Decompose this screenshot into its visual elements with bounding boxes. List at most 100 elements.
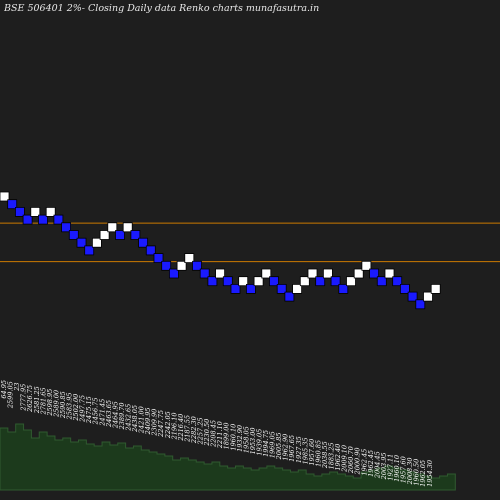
renko-brick-down bbox=[84, 245, 95, 256]
renko-brick-up bbox=[346, 276, 356, 287]
renko-brick-down bbox=[38, 214, 48, 225]
renko-brick-down bbox=[153, 253, 164, 264]
price-label: 2456.75 bbox=[92, 398, 100, 426]
renko-brick-up bbox=[0, 191, 10, 202]
renko-brick-up bbox=[92, 237, 102, 248]
price-label: 2003.95 bbox=[380, 453, 388, 481]
price-label: 2471.45 bbox=[98, 399, 106, 427]
renko-brick-up bbox=[299, 276, 310, 287]
price-label: 23 bbox=[13, 383, 21, 392]
renko-brick-up bbox=[353, 268, 364, 279]
price-label: 2626.75 bbox=[26, 385, 34, 413]
price-label: 1939.05 bbox=[255, 429, 263, 456]
renko-brick-down bbox=[130, 230, 141, 240]
renko-brick-down bbox=[245, 283, 256, 294]
renko-brick-down bbox=[22, 214, 33, 225]
renko-brick-up bbox=[292, 283, 303, 294]
renko-brick-down bbox=[399, 283, 410, 294]
price-label: 1899.00 bbox=[223, 423, 231, 450]
price-label: 2598.95 bbox=[46, 389, 54, 417]
renko-brick-down bbox=[276, 283, 287, 294]
renko-brick-up bbox=[30, 206, 41, 217]
price-label: 1960.10 bbox=[393, 455, 401, 482]
price-label: 2583.95 bbox=[66, 393, 74, 421]
renko-brick-up bbox=[322, 268, 333, 279]
renko-brick-down bbox=[315, 276, 326, 287]
renko-brick-down bbox=[338, 283, 349, 294]
price-label: 1967.65 bbox=[288, 435, 296, 462]
price-label: 1953.00 bbox=[249, 428, 257, 455]
price-label: 2196.10 bbox=[170, 413, 178, 441]
renko-brick-up bbox=[361, 260, 372, 271]
renko-brick-up bbox=[176, 260, 187, 271]
price-label: 2497.75 bbox=[79, 395, 87, 423]
renko-brick-down bbox=[369, 268, 380, 279]
price-label: 2282.30 bbox=[190, 416, 198, 444]
price-label: 2502.00 bbox=[72, 394, 80, 422]
price-label: 2004.45 bbox=[373, 451, 381, 479]
price-label: 1927.11 bbox=[386, 454, 394, 481]
renko-brick-down bbox=[199, 268, 210, 279]
renko-brick-down bbox=[407, 291, 418, 302]
price-label: 1985.35 bbox=[301, 438, 309, 465]
price-label: 2242.05 bbox=[164, 411, 172, 439]
renko-brick-down bbox=[376, 276, 387, 287]
renko-brick-down bbox=[145, 245, 156, 256]
price-label: 2475.15 bbox=[85, 396, 93, 424]
renko-brick-down bbox=[269, 276, 279, 287]
renko-brick-down bbox=[161, 260, 172, 271]
price-label: 2389.70 bbox=[118, 403, 126, 431]
price-label: 2187.55 bbox=[183, 415, 191, 443]
price-label: 1957.60 bbox=[308, 439, 316, 466]
price-label: 2309.90 bbox=[151, 409, 159, 437]
price-label: 2060.70 bbox=[347, 446, 355, 474]
renko-brick-up bbox=[430, 283, 441, 294]
renko-brick-up bbox=[307, 268, 318, 279]
price-label: 2581.25 bbox=[33, 386, 41, 414]
renko-brick-down bbox=[222, 276, 233, 287]
price-label: 2432.65 bbox=[124, 404, 132, 432]
price-label: 1962.05 bbox=[419, 460, 427, 487]
price-label: 1962.40 bbox=[334, 444, 342, 471]
price-label: 2008.30 bbox=[406, 458, 414, 486]
price-label: 2216.40 bbox=[177, 414, 185, 442]
renko-brick-down bbox=[415, 299, 426, 310]
renko-brick-down bbox=[192, 260, 202, 271]
renko-brick-up bbox=[253, 276, 264, 287]
price-label: 2409.95 bbox=[144, 408, 152, 436]
price-label: 2438.05 bbox=[131, 405, 139, 433]
renko-brick-up bbox=[261, 268, 272, 279]
renko-brick-down bbox=[14, 206, 25, 217]
price-label: 2211.10 bbox=[216, 421, 224, 449]
price-label: 2777.95 bbox=[20, 384, 28, 412]
renko-brick-down bbox=[284, 291, 295, 302]
price-label: 1927.35 bbox=[295, 436, 303, 463]
price-label: 2599.05 bbox=[7, 381, 15, 409]
renko-brick-down bbox=[7, 199, 18, 210]
price-label: 2000.90 bbox=[354, 448, 362, 476]
price-label: 2464.95 bbox=[111, 401, 119, 429]
renko-brick-down bbox=[61, 222, 71, 233]
renko-brick-up bbox=[215, 268, 226, 279]
price-label: 1932.90 bbox=[236, 425, 244, 452]
price-label: 1954.30 bbox=[426, 460, 434, 487]
price-label: 1969.05 bbox=[269, 431, 277, 458]
renko-brick-down bbox=[76, 237, 87, 248]
price-label: 1994.75 bbox=[262, 430, 270, 457]
price-label: 1960.10 bbox=[229, 424, 237, 451]
renko-brick-down bbox=[330, 276, 341, 287]
price-label: 1957.60 bbox=[400, 456, 408, 483]
renko-brick-down bbox=[53, 214, 64, 225]
price-label: 64.95 bbox=[0, 380, 8, 399]
price-label: 1962.45 bbox=[367, 450, 375, 477]
renko-brick-up bbox=[107, 222, 118, 233]
price-label: 2038.55 bbox=[321, 441, 329, 469]
renko-brick-down bbox=[68, 230, 79, 240]
price-label: 2247.75 bbox=[157, 410, 165, 438]
price-label: 2009.10 bbox=[341, 445, 349, 473]
price-label: 1958.05 bbox=[242, 426, 250, 453]
renko-brick-down bbox=[230, 283, 241, 294]
price-label: 1960.50 bbox=[413, 459, 421, 486]
